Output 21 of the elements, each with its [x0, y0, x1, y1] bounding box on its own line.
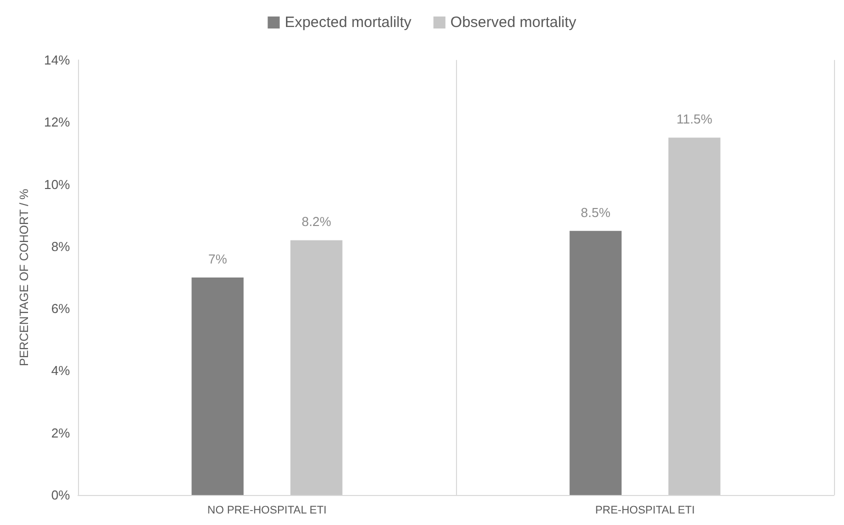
legend-label: Expected mortalilty [284, 14, 412, 31]
y-tick-label: 8% [51, 238, 70, 254]
x-tick-label: PRE-HOSPITAL ETI [595, 504, 695, 516]
y-tick-label: 2% [51, 425, 70, 440]
y-axis-title: PERCENTAGE OF COHORT / % [17, 188, 31, 366]
bar [668, 138, 720, 495]
data-label: 8.2% [302, 214, 332, 230]
y-tick-label: 10% [44, 176, 70, 192]
legend-label: Observed mortality [450, 14, 577, 31]
y-tick-label: 12% [44, 114, 70, 130]
data-label: 8.5% [580, 204, 611, 220]
bar [570, 230, 622, 495]
bar [192, 278, 244, 495]
y-tick-label: 6% [51, 301, 70, 316]
y-tick-label: 14% [44, 52, 70, 68]
data-label: 7% [208, 252, 228, 266]
y-tick-label: 0% [51, 488, 70, 502]
x-tick-label: NO PRE-HOSPITAL ETI [207, 504, 327, 516]
bar [290, 240, 342, 495]
data-label: 11.5% [676, 112, 713, 127]
y-tick-label: 4% [51, 363, 70, 378]
